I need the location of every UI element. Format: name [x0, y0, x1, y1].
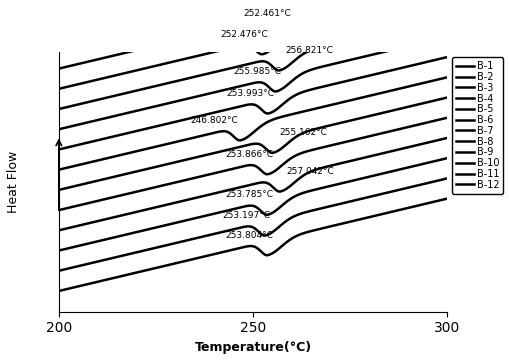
Y-axis label: Heat Flow: Heat Flow: [7, 151, 20, 213]
Text: 252.461°C: 252.461°C: [243, 9, 291, 18]
Text: 253.866°C: 253.866°C: [225, 150, 273, 159]
Text: 255.985°C: 255.985°C: [233, 67, 281, 76]
Text: 256.821°C: 256.821°C: [285, 46, 333, 55]
Text: 253.785°C: 253.785°C: [224, 190, 272, 199]
Text: 257.042°C: 257.042°C: [286, 167, 333, 176]
Text: 253.804°C: 253.804°C: [224, 231, 272, 240]
Text: 252.476°C: 252.476°C: [219, 30, 267, 39]
X-axis label: Temperature(°C): Temperature(°C): [194, 341, 311, 354]
Text: 253.197°C: 253.197°C: [222, 211, 270, 220]
Text: 255.162°C: 255.162°C: [278, 128, 326, 137]
Legend: B-1, B-2, B-3, B-4, B-5, B-6, B-7, B-8, B-9, B-10, B-11, B-12: B-1, B-2, B-3, B-4, B-5, B-6, B-7, B-8, …: [451, 57, 502, 193]
Text: 246.802°C: 246.802°C: [190, 116, 238, 125]
Text: 253.993°C: 253.993°C: [225, 89, 273, 98]
